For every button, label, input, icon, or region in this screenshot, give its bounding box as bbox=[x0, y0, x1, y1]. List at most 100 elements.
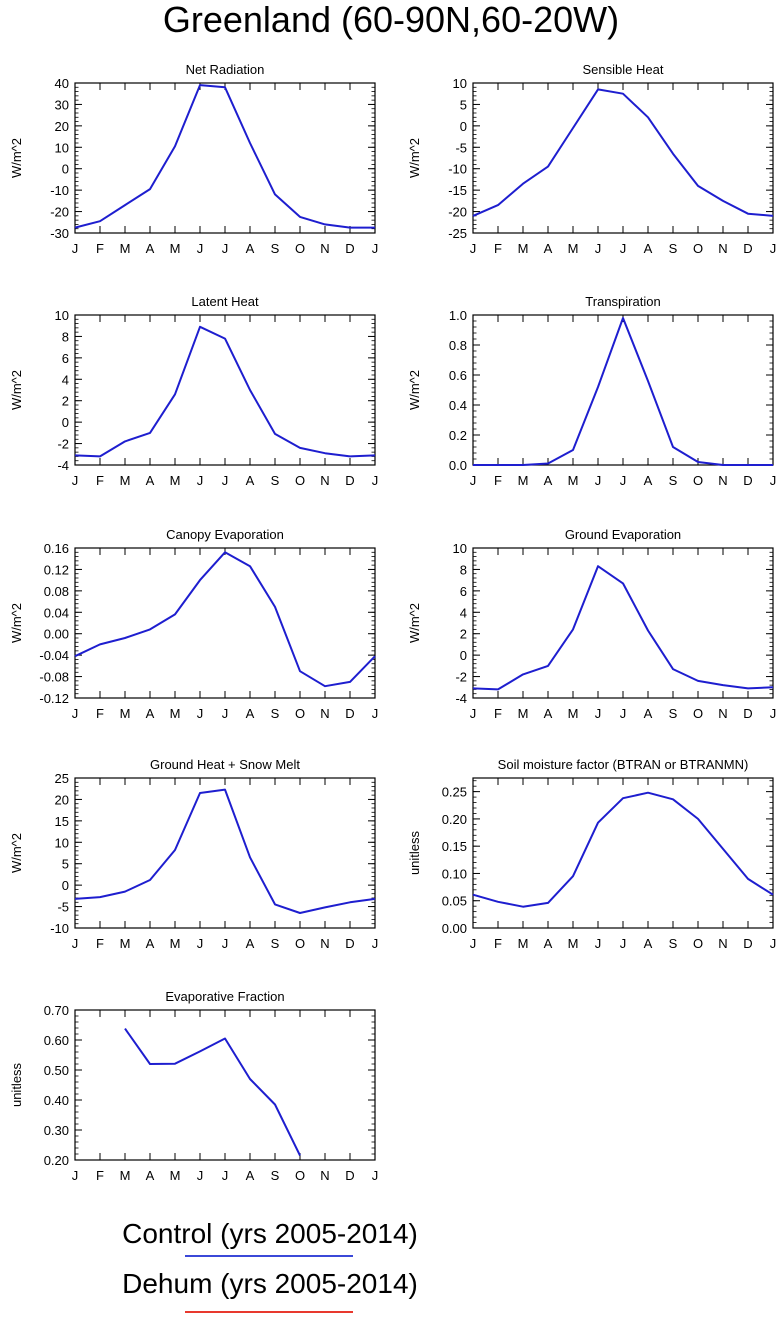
y-tick-label: -4 bbox=[57, 458, 69, 473]
y-tick-label: 2 bbox=[460, 627, 467, 642]
y-tick-label: 0.04 bbox=[44, 605, 69, 620]
x-tick-label: O bbox=[295, 1168, 305, 1183]
y-tick-label: 0 bbox=[62, 162, 69, 177]
y-tick-label: 6 bbox=[460, 584, 467, 599]
series-line-control bbox=[74, 551, 376, 688]
x-tick-label: D bbox=[345, 241, 354, 256]
x-tick-label: J bbox=[197, 936, 204, 951]
y-tick-label: 1.0 bbox=[449, 308, 467, 323]
y-tick-label: 5 bbox=[460, 97, 467, 112]
x-tick-label: M bbox=[518, 241, 529, 256]
x-tick-label: N bbox=[320, 936, 329, 951]
y-tick-label: 8 bbox=[460, 562, 467, 577]
x-tick-label: D bbox=[345, 1168, 354, 1183]
x-tick-label: J bbox=[595, 936, 602, 951]
y-axis-label: W/m^2 bbox=[407, 370, 422, 410]
chart-title: Latent Heat bbox=[191, 294, 259, 309]
x-tick-label: J bbox=[222, 1168, 229, 1183]
x-tick-label: A bbox=[146, 241, 155, 256]
y-tick-label: -20 bbox=[448, 205, 467, 220]
y-tick-label: 0.2 bbox=[449, 428, 467, 443]
x-tick-label: M bbox=[518, 936, 529, 951]
x-tick-label: A bbox=[544, 706, 553, 721]
x-tick-label: J bbox=[372, 1168, 379, 1183]
x-tick-label: A bbox=[146, 473, 155, 488]
x-tick-label: M bbox=[120, 1168, 131, 1183]
y-tick-label: 0.60 bbox=[44, 1033, 69, 1048]
x-tick-label: A bbox=[246, 936, 255, 951]
y-tick-label: -0.12 bbox=[39, 691, 69, 706]
x-tick-label: M bbox=[518, 706, 529, 721]
x-tick-label: M bbox=[170, 241, 181, 256]
y-tick-label: 20 bbox=[55, 119, 69, 134]
y-tick-label: -10 bbox=[50, 921, 69, 936]
x-tick-label: J bbox=[72, 241, 79, 256]
y-tick-label: 0.50 bbox=[44, 1063, 69, 1078]
chart-title: Net Radiation bbox=[186, 62, 265, 77]
x-tick-label: N bbox=[320, 706, 329, 721]
x-tick-label: N bbox=[320, 473, 329, 488]
x-tick-label: O bbox=[295, 936, 305, 951]
x-tick-label: F bbox=[96, 706, 104, 721]
x-tick-label: N bbox=[718, 473, 727, 488]
plot-frame bbox=[74, 82, 376, 234]
y-axis-label: W/m^2 bbox=[407, 603, 422, 643]
x-tick-label: N bbox=[718, 936, 727, 951]
x-tick-label: A bbox=[246, 1168, 255, 1183]
x-tick-label: J bbox=[620, 936, 627, 951]
x-tick-label: J bbox=[770, 706, 777, 721]
y-tick-label: -20 bbox=[50, 205, 69, 220]
y-tick-label: 0.20 bbox=[442, 812, 467, 827]
x-tick-label: J bbox=[470, 706, 477, 721]
x-tick-label: O bbox=[295, 473, 305, 488]
x-tick-label: J bbox=[470, 241, 477, 256]
x-tick-label: J bbox=[197, 473, 204, 488]
chart-title: Evaporative Fraction bbox=[165, 989, 284, 1004]
legend-line-control bbox=[185, 1255, 353, 1257]
x-tick-label: J bbox=[372, 241, 379, 256]
series-line-control bbox=[74, 84, 375, 229]
chart-title: Sensible Heat bbox=[583, 62, 664, 77]
x-tick-label: F bbox=[96, 1168, 104, 1183]
y-tick-label: -4 bbox=[455, 691, 467, 706]
page-title: Greenland (60-90N,60-20W) bbox=[162, 0, 620, 40]
x-tick-label: J bbox=[222, 706, 229, 721]
x-tick-label: F bbox=[96, 473, 104, 488]
chart-title: Soil moisture factor (BTRAN or BTRANMN) bbox=[498, 757, 749, 772]
y-tick-label: -2 bbox=[455, 670, 467, 685]
x-tick-label: D bbox=[743, 241, 752, 256]
x-tick-label: A bbox=[544, 936, 553, 951]
x-tick-label: A bbox=[544, 473, 553, 488]
y-tick-label: -10 bbox=[50, 183, 69, 198]
x-tick-label: J bbox=[620, 473, 627, 488]
y-tick-label: 40 bbox=[55, 76, 69, 91]
x-tick-label: S bbox=[271, 1168, 280, 1183]
x-tick-label: A bbox=[644, 473, 653, 488]
x-tick-label: J bbox=[470, 936, 477, 951]
y-tick-label: 0.6 bbox=[449, 368, 467, 383]
x-tick-label: J bbox=[770, 241, 777, 256]
y-tick-label: 10 bbox=[55, 140, 69, 155]
x-tick-label: F bbox=[96, 241, 104, 256]
x-tick-label: O bbox=[693, 936, 703, 951]
series-line-control bbox=[74, 788, 376, 914]
x-tick-label: M bbox=[120, 936, 131, 951]
chart-title: Ground Heat + Snow Melt bbox=[150, 757, 300, 772]
x-tick-label: J bbox=[197, 1168, 204, 1183]
x-tick-label: M bbox=[120, 706, 131, 721]
x-tick-label: J bbox=[595, 473, 602, 488]
x-tick-label: M bbox=[170, 936, 181, 951]
x-tick-label: D bbox=[743, 473, 752, 488]
y-tick-label: -5 bbox=[57, 900, 69, 915]
y-tick-label: -5 bbox=[455, 140, 467, 155]
x-tick-label: A bbox=[644, 936, 653, 951]
x-tick-label: S bbox=[271, 473, 280, 488]
chart-title: Transpiration bbox=[585, 294, 660, 309]
x-tick-label: A bbox=[146, 706, 155, 721]
y-tick-label: 5 bbox=[62, 857, 69, 872]
x-tick-label: J bbox=[72, 473, 79, 488]
x-tick-label: M bbox=[518, 473, 529, 488]
x-tick-label: S bbox=[669, 241, 678, 256]
